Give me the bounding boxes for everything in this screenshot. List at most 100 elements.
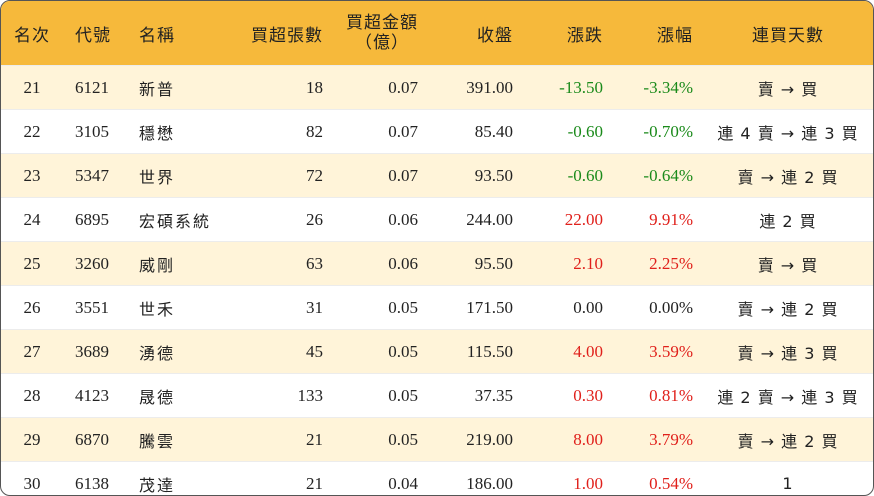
streak-cell: 連 4 賣 → 連 3 買 (703, 109, 873, 154)
net-buy-amount-cell: 0.07 (333, 109, 428, 154)
table-row: 24 6895 宏碩系統 26 0.06 244.00 22.00 9.91% 連 2 買 (1, 197, 873, 242)
change-cell: 2.10 (523, 241, 613, 286)
name-cell: 威剛 (133, 241, 233, 286)
streak-cell: 賣 → 連 3 買 (703, 329, 873, 374)
code-cell: 5347 (63, 153, 133, 198)
net-buy-lots-cell: 63 (233, 241, 333, 286)
net-buy-amount-cell: 0.06 (333, 241, 428, 286)
rank-cell: 23 (1, 153, 63, 198)
streak-cell: 賣 → 連 2 買 (703, 285, 873, 330)
change-pct-cell: -3.34% (613, 65, 703, 110)
net-buy-lots-cell: 82 (233, 109, 333, 154)
streak-cell: 賣 → 買 (703, 65, 873, 110)
rank-cell: 25 (1, 241, 63, 286)
header-net-buy-amount-line2: （億） (355, 33, 409, 53)
change-cell: 0.30 (523, 373, 613, 418)
net-buy-amount-cell: 0.07 (333, 153, 428, 198)
change-pct-cell: 3.79% (613, 417, 703, 462)
name-cell: 湧德 (133, 329, 233, 374)
change-cell: 8.00 (523, 417, 613, 462)
close-cell: 171.50 (428, 285, 523, 330)
close-cell: 186.00 (428, 461, 523, 495)
net-buy-amount-cell: 0.04 (333, 461, 428, 495)
table-row: 29 6870 騰雲 21 0.05 219.00 8.00 3.79% 賣 → 連 2 買 (1, 417, 873, 462)
net-buy-amount-cell: 0.06 (333, 197, 428, 242)
streak-cell: 賣 → 買 (703, 241, 873, 286)
table-row: 23 5347 世界 72 0.07 93.50 -0.60 -0.64% 賣 → 連 2 買 (1, 153, 873, 198)
rank-cell: 27 (1, 329, 63, 374)
name-cell: 騰雲 (133, 417, 233, 462)
code-cell: 3689 (63, 329, 133, 374)
close-cell: 391.00 (428, 65, 523, 110)
change-cell: -0.60 (523, 109, 613, 154)
net-buy-lots-cell: 31 (233, 285, 333, 330)
change-cell: 4.00 (523, 329, 613, 374)
rank-cell: 29 (1, 417, 63, 462)
rank-cell: 24 (1, 197, 63, 242)
net-buy-amount-cell: 0.05 (333, 417, 428, 462)
header-change: 漲跌 (523, 1, 613, 66)
rank-cell: 28 (1, 373, 63, 418)
change-cell: 1.00 (523, 461, 613, 495)
header-streak: 連買天數 (703, 1, 873, 66)
net-buy-amount-cell: 0.05 (333, 329, 428, 374)
table-row: 30 6138 茂達 21 0.04 186.00 1.00 0.54% 1 (1, 461, 873, 495)
header-name: 名稱 (133, 1, 233, 66)
code-cell: 4123 (63, 373, 133, 418)
close-cell: 115.50 (428, 329, 523, 374)
change-pct-cell: 2.25% (613, 241, 703, 286)
table-row: 22 3105 穩懋 82 0.07 85.40 -0.60 -0.70% 連 4 賣 → 連 … (1, 109, 873, 154)
change-cell: -0.60 (523, 153, 613, 198)
header-net-buy-lots: 買超張數 (233, 1, 333, 66)
table-body: 21 6121 新普 18 0.07 391.00 -13.50 -3.34% 賣 → 買 22 3… (1, 65, 873, 495)
rank-cell: 22 (1, 109, 63, 154)
net-buy-lots-cell: 18 (233, 65, 333, 110)
code-cell: 3105 (63, 109, 133, 154)
code-cell: 6895 (63, 197, 133, 242)
change-pct-cell: -0.64% (613, 153, 703, 198)
close-cell: 93.50 (428, 153, 523, 198)
net-buy-amount-cell: 0.05 (333, 285, 428, 330)
close-cell: 37.35 (428, 373, 523, 418)
close-cell: 219.00 (428, 417, 523, 462)
table-row: 21 6121 新普 18 0.07 391.00 -13.50 -3.34% 賣 → 買 (1, 65, 873, 110)
streak-cell: 1 (703, 461, 873, 495)
close-cell: 244.00 (428, 197, 523, 242)
change-pct-cell: 0.81% (613, 373, 703, 418)
header-net-buy-amount-line1: 買超金額 (346, 13, 418, 33)
net-buy-lots-cell: 26 (233, 197, 333, 242)
change-cell: 22.00 (523, 197, 613, 242)
code-cell: 3260 (63, 241, 133, 286)
rank-cell: 21 (1, 65, 63, 110)
close-cell: 85.40 (428, 109, 523, 154)
change-pct-cell: 0.00% (613, 285, 703, 330)
net-buy-lots-cell: 21 (233, 461, 333, 495)
header-change-pct: 漲幅 (613, 1, 703, 66)
header-net-buy-amount: 買超金額 （億） (333, 1, 428, 66)
change-cell: 0.00 (523, 285, 613, 330)
name-cell: 新普 (133, 65, 233, 110)
net-buy-amount-cell: 0.07 (333, 65, 428, 110)
change-cell: -13.50 (523, 65, 613, 110)
header-rank: 名次 (1, 1, 63, 66)
table-row: 26 3551 世禾 31 0.05 171.50 0.00 0.00% 賣 → 連 2 買 (1, 285, 873, 330)
code-cell: 6138 (63, 461, 133, 495)
table-header: 名次 代號 名稱 買超張數 買超金額 （億） 收盤 漲跌 漲幅 連買天數 (1, 1, 873, 66)
table-row: 25 3260 威剛 63 0.06 95.50 2.10 2.25% 賣 → 買 (1, 241, 873, 286)
close-cell: 95.50 (428, 241, 523, 286)
net-buy-lots-cell: 72 (233, 153, 333, 198)
table-row: 27 3689 湧德 45 0.05 115.50 4.00 3.59% 賣 → 連 3 買 (1, 329, 873, 374)
net-buy-lots-cell: 133 (233, 373, 333, 418)
name-cell: 晟德 (133, 373, 233, 418)
code-cell: 6870 (63, 417, 133, 462)
net-buy-lots-cell: 45 (233, 329, 333, 374)
rank-cell: 30 (1, 461, 63, 495)
streak-cell: 連 2 買 (703, 197, 873, 242)
streak-cell: 賣 → 連 2 買 (703, 417, 873, 462)
change-pct-cell: 3.59% (613, 329, 703, 374)
change-pct-cell: -0.70% (613, 109, 703, 154)
name-cell: 穩懋 (133, 109, 233, 154)
change-pct-cell: 0.54% (613, 461, 703, 495)
